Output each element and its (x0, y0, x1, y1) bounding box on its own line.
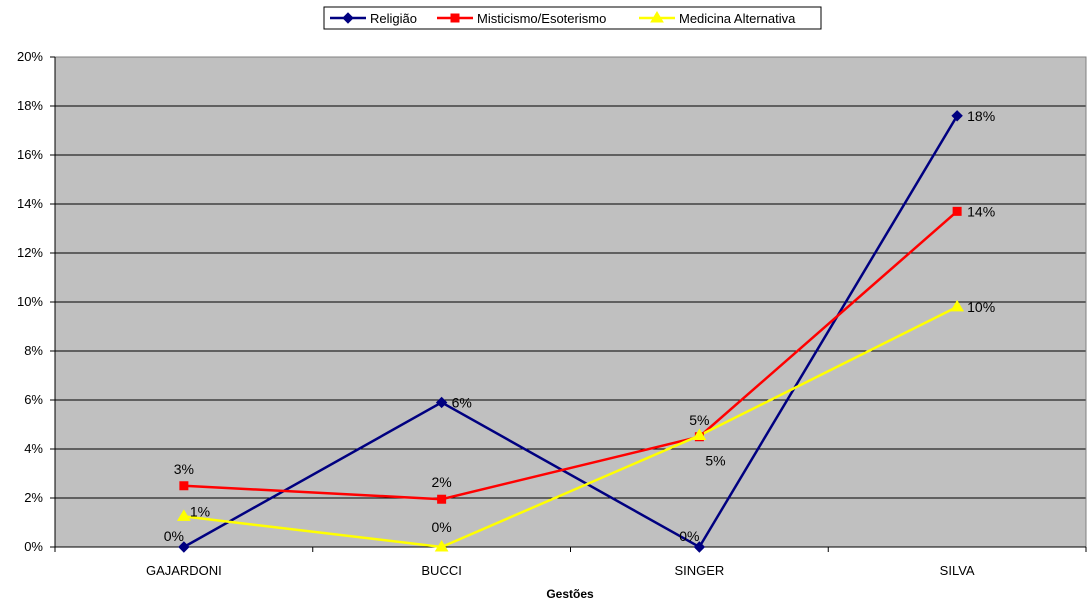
legend: Religião Misticismo/Esoterismo Medicina Al… (323, 6, 822, 30)
data-point (176, 509, 191, 521)
data-label: 1% (190, 503, 210, 519)
series-line (183, 305, 958, 549)
data-point (951, 110, 963, 122)
legend-label: Misticismo/Esoterismo (477, 11, 606, 26)
data-label: 10% (967, 299, 995, 315)
y-tick-label: 16% (17, 147, 43, 162)
legend-label: Medicina Alternativa (679, 11, 796, 26)
data-point (950, 299, 965, 312)
legend-marker (450, 13, 460, 23)
y-tick-label: 6% (24, 392, 43, 407)
data-label: 6% (452, 394, 472, 410)
series-lines (183, 115, 959, 549)
data-point (179, 481, 189, 491)
legend-marker (342, 12, 354, 24)
legend-marker (650, 11, 664, 23)
x-tick-label: SILVA (940, 563, 975, 578)
data-label: 5% (705, 453, 725, 469)
data-point (434, 540, 449, 552)
data-label: 2% (432, 474, 452, 490)
data-label: 14% (967, 203, 995, 219)
x-tick-label: SINGER (674, 563, 724, 578)
y-tick-label: 8% (24, 343, 43, 358)
legend-label: Religião (370, 11, 417, 26)
y-tick-label: 12% (17, 245, 43, 260)
data-label: 3% (174, 461, 194, 477)
y-tick-label: 4% (24, 441, 43, 456)
legend-box (323, 6, 822, 30)
data-point (952, 206, 962, 216)
x-axis-title: Gestões (546, 587, 594, 601)
y-tick-label: 2% (24, 490, 43, 505)
data-label: 18% (967, 108, 995, 124)
data-point (692, 428, 707, 441)
data-point (178, 541, 190, 553)
x-tick-label: BUCCI (421, 563, 461, 578)
y-axis-ticks: 0% 2% 4% 6% 8% 10% 12% 14% 16% 18% 20% (17, 49, 55, 554)
data-label: 5% (689, 412, 709, 428)
x-axis-ticks: GAJARDONI BUCCI SINGER SILVA (54, 547, 1087, 578)
y-tick-label: 20% (17, 49, 43, 64)
data-label: 0% (679, 528, 699, 544)
data-labels: 0% 6% 0% 18% 3% 2% 5% 14% 1% 0% 5% 10% (164, 108, 995, 544)
y-tick-label: 18% (17, 98, 43, 113)
data-point (435, 396, 448, 409)
y-tick-label: 10% (17, 294, 43, 309)
y-tick-label: 0% (24, 539, 43, 554)
series-line (183, 115, 959, 549)
y-tick-label: 14% (17, 196, 43, 211)
data-label: 0% (432, 519, 452, 535)
data-point (437, 494, 447, 504)
data-label: 0% (164, 528, 184, 544)
series-markers (176, 110, 965, 553)
x-tick-label: GAJARDONI (146, 563, 222, 578)
data-point (693, 541, 706, 553)
series-line (183, 210, 958, 501)
